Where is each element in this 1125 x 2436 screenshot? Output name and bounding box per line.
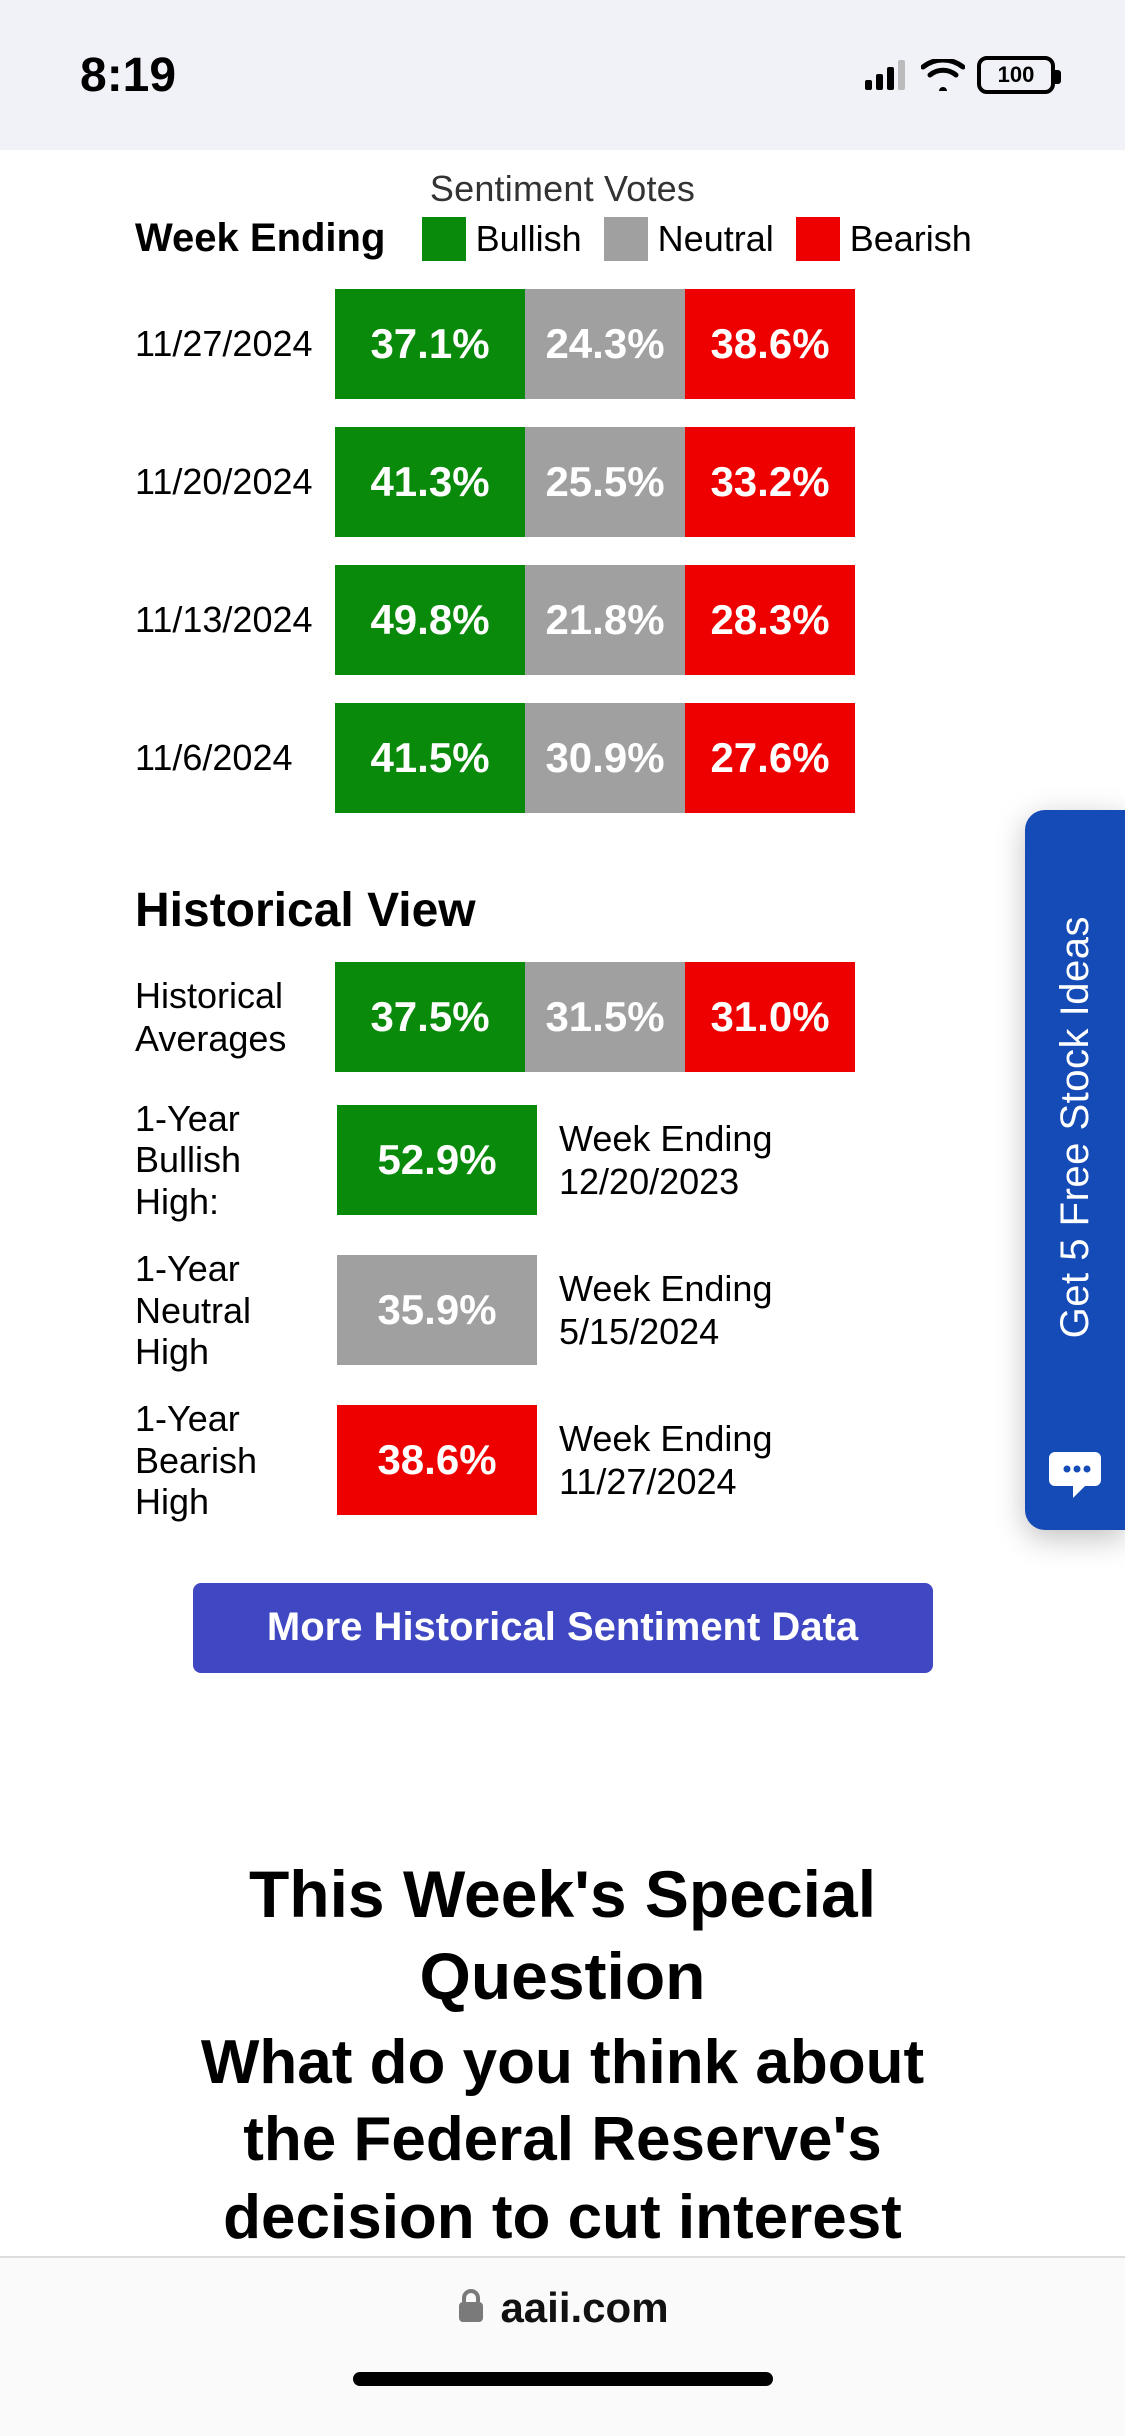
one-year-subtext: Week Ending11/27/2024 xyxy=(559,1417,772,1503)
one-year-subtext: Week Ending5/15/2024 xyxy=(559,1267,772,1353)
battery-icon: 100 xyxy=(977,56,1055,94)
one-year-row: 1-Year Neutral High35.9% Week Ending5/15/… xyxy=(135,1248,990,1372)
sentiment-row: 11/27/202437.1%24.3%38.6% xyxy=(135,289,990,399)
one-year-value: 38.6% xyxy=(337,1405,537,1515)
bearish-seg: 27.6% xyxy=(685,703,855,813)
status-time: 8:19 xyxy=(80,48,176,103)
one-year-label: 1-Year Neutral High xyxy=(135,1248,315,1372)
one-year-row: 1-Year Bullish High:52.9% Week Ending12/2… xyxy=(135,1098,990,1222)
one-year-value: 52.9% xyxy=(337,1105,537,1215)
page-content: Sentiment Votes Week Ending Bullish Neut… xyxy=(0,150,1125,2256)
historical-averages-label: Historical Averages xyxy=(135,974,335,1060)
sentiment-title: Sentiment Votes xyxy=(135,168,990,210)
avg-bearish-seg: 31.0% xyxy=(685,962,855,1072)
home-indicator[interactable] xyxy=(353,2372,773,2386)
url-text: aaii.com xyxy=(500,2284,668,2332)
neutral-seg: 30.9% xyxy=(525,703,685,813)
row-date: 11/13/2024 xyxy=(135,599,335,641)
neutral-seg: 25.5% xyxy=(525,427,685,537)
lock-icon xyxy=(456,2288,486,2329)
historical-averages-row: Historical Averages 37.5% 31.5% 31.0% xyxy=(135,962,990,1072)
browser-bar: aaii.com xyxy=(0,2256,1125,2436)
bearish-seg: 33.2% xyxy=(685,427,855,537)
week-ending-label: Week Ending xyxy=(135,216,385,261)
row-date: 11/6/2024 xyxy=(135,737,335,779)
row-date: 11/27/2024 xyxy=(135,323,335,365)
sentiment-row: 11/20/202441.3%25.5%33.2% xyxy=(135,427,990,537)
battery-level: 100 xyxy=(998,62,1035,88)
cellular-icon xyxy=(865,60,909,90)
bearish-seg: 38.6% xyxy=(685,289,855,399)
special-heading: This Week's Special Question xyxy=(155,1853,970,2018)
bullish-swatch xyxy=(422,217,466,261)
row-bars: 49.8%21.8%28.3% xyxy=(335,565,990,675)
bullish-seg: 41.3% xyxy=(335,427,525,537)
row-date: 11/20/2024 xyxy=(135,461,335,503)
special-body: What do you think about the Federal Rese… xyxy=(155,2024,970,2257)
historical-title: Historical View xyxy=(135,883,990,938)
legend-row: Week Ending Bullish Neutral Bearish xyxy=(135,216,990,261)
bullish-seg: 37.1% xyxy=(335,289,525,399)
wifi-icon xyxy=(921,59,965,91)
one-year-label: 1-Year Bearish High xyxy=(135,1398,315,1522)
sentiment-row: 11/13/202449.8%21.8%28.3% xyxy=(135,565,990,675)
legend-bullish: Bullish xyxy=(422,217,582,261)
bearish-seg: 28.3% xyxy=(685,565,855,675)
legend-neutral: Neutral xyxy=(604,217,774,261)
row-bars: 41.3%25.5%33.2% xyxy=(335,427,990,537)
bearish-swatch xyxy=(796,217,840,261)
row-bars: 41.5%30.9%27.6% xyxy=(335,703,990,813)
neutral-seg: 21.8% xyxy=(525,565,685,675)
legend-bearish: Bearish xyxy=(796,217,972,261)
stock-ideas-tab[interactable]: Get 5 Free Stock Ideas xyxy=(1025,810,1125,1530)
one-year-subtext: Week Ending12/20/2023 xyxy=(559,1117,772,1203)
one-year-label: 1-Year Bullish High: xyxy=(135,1098,315,1222)
bullish-seg: 49.8% xyxy=(335,565,525,675)
neutral-seg: 24.3% xyxy=(525,289,685,399)
address-bar[interactable]: aaii.com xyxy=(456,2284,668,2332)
stock-ideas-label: Get 5 Free Stock Ideas xyxy=(1053,916,1098,1338)
status-indicators: 100 xyxy=(865,56,1055,94)
status-bar: 8:19 100 xyxy=(0,0,1125,150)
special-question: This Week's Special Question What do you… xyxy=(135,1853,990,2257)
more-historical-button[interactable]: More Historical Sentiment Data xyxy=(193,1583,933,1673)
one-year-value: 35.9% xyxy=(337,1255,537,1365)
one-year-row: 1-Year Bearish High38.6% Week Ending11/27… xyxy=(135,1398,990,1522)
bullish-seg: 41.5% xyxy=(335,703,525,813)
avg-bullish-seg: 37.5% xyxy=(335,962,525,1072)
sentiment-row: 11/6/202441.5%30.9%27.6% xyxy=(135,703,990,813)
chat-icon xyxy=(1047,1444,1103,1500)
row-bars: 37.1%24.3%38.6% xyxy=(335,289,990,399)
avg-neutral-seg: 31.5% xyxy=(525,962,685,1072)
neutral-swatch xyxy=(604,217,648,261)
